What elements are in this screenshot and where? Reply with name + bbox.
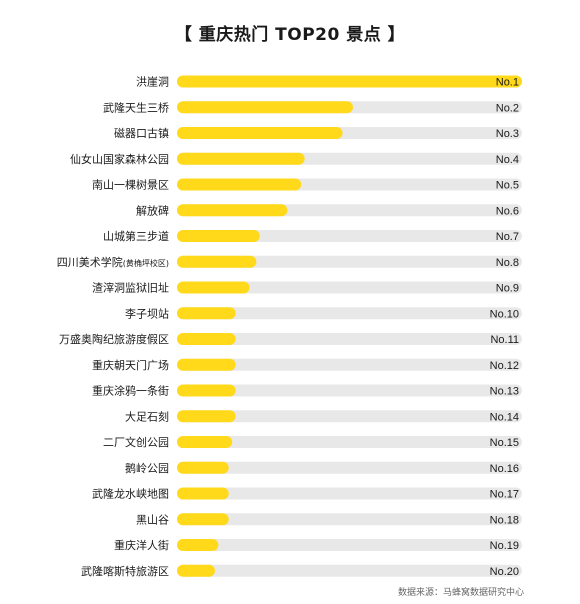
bar bbox=[177, 152, 305, 165]
bar bbox=[177, 513, 229, 526]
rank-label: No.5 bbox=[496, 180, 519, 192]
category-label: 鹅岭公园 bbox=[125, 461, 169, 475]
bar-row: 洪崖洞 No.1 bbox=[136, 75, 522, 89]
category-label: 重庆朝天门广场 bbox=[92, 358, 169, 372]
bar-row: 山城第三步道 No.7 bbox=[103, 229, 522, 243]
rank-label: No.16 bbox=[490, 463, 519, 475]
rank-label: No.20 bbox=[490, 566, 519, 578]
bar-track bbox=[177, 436, 522, 448]
category-label: 山城第三步道 bbox=[103, 229, 169, 243]
bar-row: 磁器口古镇 No.3 bbox=[114, 126, 522, 140]
bar bbox=[177, 487, 229, 500]
bar-row: 万盛奥陶纪旅游度假区 No.11 bbox=[59, 332, 522, 346]
data-source-note: 数据来源：马蜂窝数据研究中心 bbox=[397, 588, 524, 598]
bar bbox=[177, 436, 233, 448]
bar bbox=[177, 564, 215, 577]
rank-label: No.13 bbox=[490, 386, 519, 398]
category-label: 黑山谷 bbox=[136, 513, 169, 526]
category-label: 大足石刻 bbox=[125, 409, 169, 423]
bar bbox=[177, 461, 229, 474]
bar bbox=[177, 127, 343, 139]
bar-track bbox=[177, 410, 522, 423]
rank-label: No.7 bbox=[496, 231, 519, 243]
rank-label: No.18 bbox=[490, 514, 519, 526]
bar-track bbox=[177, 384, 522, 397]
bar-track bbox=[177, 255, 522, 268]
bar-row: 大足石刻 No.14 bbox=[125, 409, 522, 423]
rank-label: No.10 bbox=[490, 308, 519, 320]
bar-row: 武隆喀斯特旅游区 No.20 bbox=[81, 564, 522, 578]
category-label: 解放碑 bbox=[136, 203, 169, 217]
bar-track bbox=[177, 358, 522, 371]
bar-row: 南山一棵树景区 No.5 bbox=[92, 178, 522, 192]
bar-track bbox=[177, 307, 522, 320]
bar-track bbox=[177, 230, 522, 242]
category-label: 重庆洋人街 bbox=[114, 538, 169, 552]
category-label: 南山一棵树景区 bbox=[92, 178, 169, 192]
rank-label: No.3 bbox=[496, 128, 519, 140]
category-label: 李子坝站 bbox=[125, 306, 169, 320]
bar-row: 重庆涂鸦一条街 No.13 bbox=[92, 384, 522, 398]
rank-label: No.6 bbox=[496, 205, 519, 217]
category-label: 重庆涂鸦一条街 bbox=[92, 384, 169, 398]
bar bbox=[177, 101, 353, 114]
bar bbox=[177, 410, 236, 423]
rank-label: No.4 bbox=[496, 154, 519, 166]
category-label: 万盛奥陶纪旅游度假区 bbox=[59, 332, 169, 346]
category-label: 仙女山国家森林公园 bbox=[70, 152, 169, 166]
bar bbox=[177, 358, 236, 371]
bar-row: 渣滓洞监狱旧址 No.9 bbox=[92, 281, 522, 295]
rank-label: No.8 bbox=[496, 257, 519, 269]
bar bbox=[177, 75, 522, 88]
category-label: 磁器口古镇 bbox=[114, 126, 169, 140]
bar bbox=[177, 230, 260, 242]
bar-row: 黑山谷 No.18 bbox=[136, 513, 522, 526]
bar bbox=[177, 204, 288, 217]
category-label: 渣滓洞监狱旧址 bbox=[92, 281, 169, 295]
bar-track bbox=[177, 539, 522, 551]
bar-row: 仙女山国家森林公园 No.4 bbox=[70, 152, 522, 166]
rank-label: No.2 bbox=[496, 102, 519, 114]
bar bbox=[177, 178, 302, 191]
bar-track bbox=[177, 281, 522, 294]
bar bbox=[177, 333, 236, 345]
category-label: 洪崖洞 bbox=[136, 75, 169, 89]
category-label: 武隆龙水峡地图 bbox=[92, 487, 169, 501]
category-label: 武隆喀斯特旅游区 bbox=[81, 564, 169, 578]
bar bbox=[177, 255, 257, 268]
bar-track bbox=[177, 461, 522, 474]
bar-row: 二厂文创公园 No.15 bbox=[103, 435, 522, 449]
bar-track bbox=[177, 333, 522, 345]
bar bbox=[177, 307, 236, 320]
bar-row: 武隆龙水峡地图 No.17 bbox=[92, 487, 522, 501]
bar bbox=[177, 539, 219, 551]
rank-label: No.9 bbox=[496, 283, 519, 295]
bar bbox=[177, 384, 236, 397]
bar bbox=[177, 281, 250, 294]
rank-label: No.19 bbox=[490, 540, 519, 552]
bar-row: 重庆朝天门广场 No.12 bbox=[92, 358, 522, 372]
bar-row: 鹅岭公园 No.16 bbox=[125, 461, 522, 475]
rank-label: No.14 bbox=[490, 411, 519, 423]
bar-row: 李子坝站 No.10 bbox=[125, 306, 522, 320]
category-label: 四川美术学院(黄桷坪校区) bbox=[57, 255, 169, 269]
bar-track bbox=[177, 513, 522, 526]
rank-label: No.17 bbox=[490, 489, 519, 501]
category-label: 二厂文创公园 bbox=[103, 435, 169, 449]
bar-row: 四川美术学院(黄桷坪校区) No.8 bbox=[57, 255, 522, 269]
bar-row: 重庆洋人街 No.19 bbox=[114, 538, 522, 552]
chart-title: 【 重庆热门 TOP20 景点 】 bbox=[174, 25, 406, 45]
bar-track bbox=[177, 564, 522, 577]
rank-label: No.1 bbox=[496, 77, 519, 89]
rank-label: No.12 bbox=[490, 360, 519, 372]
bar-track bbox=[177, 487, 522, 500]
rank-label: No.11 bbox=[490, 334, 519, 346]
bar-row: 武隆天生三桥 No.2 bbox=[103, 100, 522, 114]
category-label: 武隆天生三桥 bbox=[103, 100, 169, 114]
rank-label: No.15 bbox=[490, 437, 519, 449]
bar-row: 解放碑 No.6 bbox=[136, 203, 522, 217]
